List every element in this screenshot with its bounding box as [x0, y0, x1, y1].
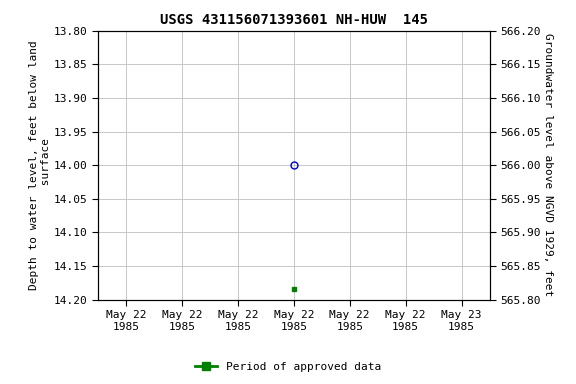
Title: USGS 431156071393601 NH-HUW  145: USGS 431156071393601 NH-HUW 145 — [160, 13, 428, 27]
Legend: Period of approved data: Period of approved data — [191, 358, 385, 377]
Y-axis label: Depth to water level, feet below land
 surface: Depth to water level, feet below land su… — [29, 40, 51, 290]
Y-axis label: Groundwater level above NGVD 1929, feet: Groundwater level above NGVD 1929, feet — [543, 33, 554, 297]
